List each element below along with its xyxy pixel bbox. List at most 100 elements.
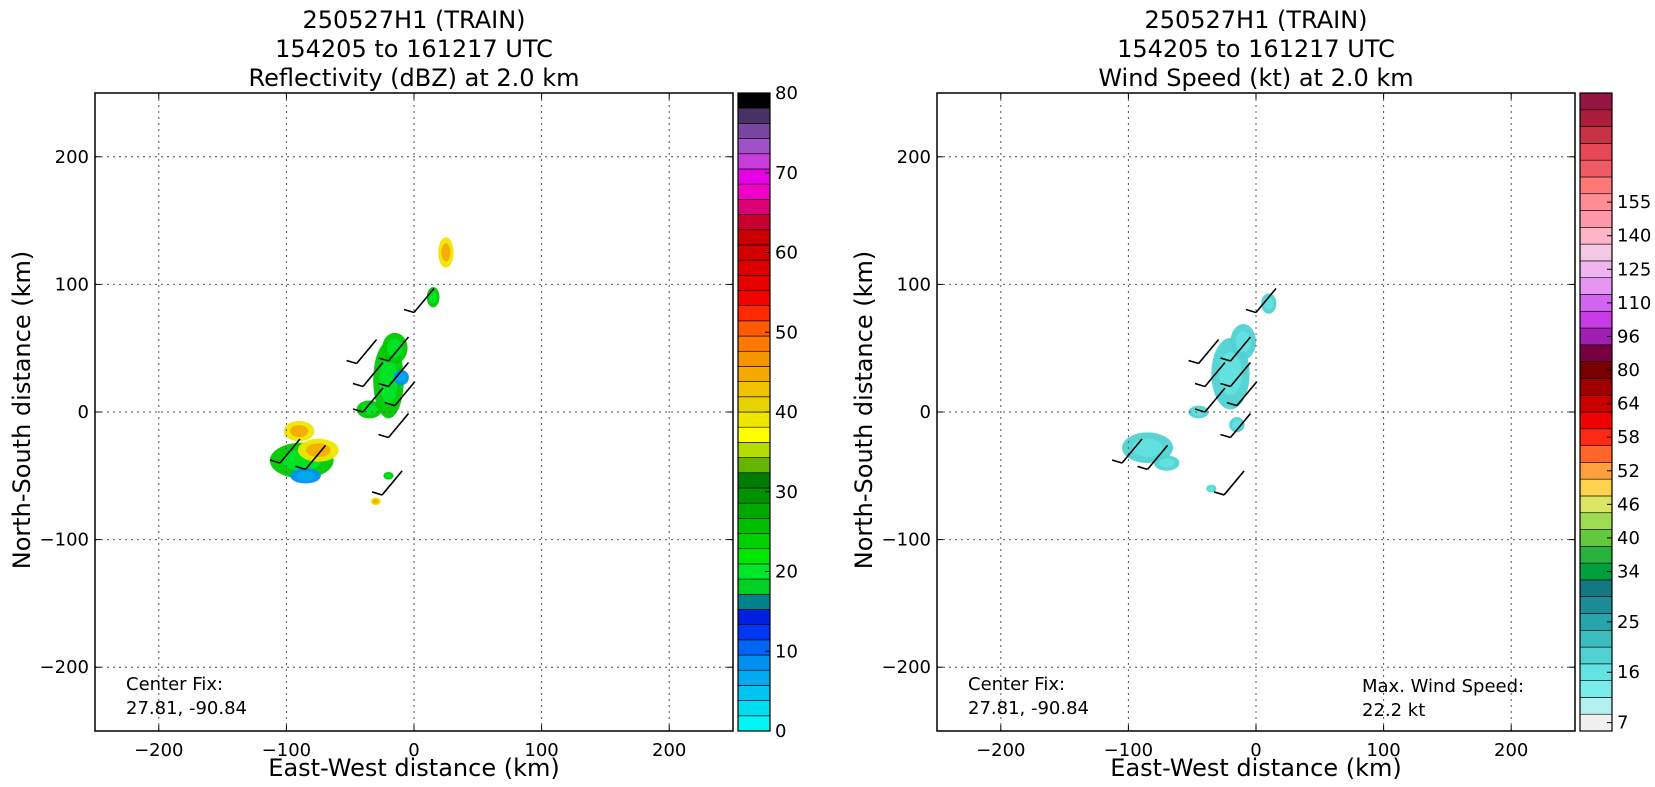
max-wind-label: Max. Wind Speed: <box>1362 676 1524 697</box>
colorbar-tick-label: 80 <box>1617 360 1640 381</box>
echo-core <box>1264 297 1274 310</box>
echo-core <box>387 339 403 358</box>
echo-layer <box>1122 293 1277 493</box>
colorbar-segment <box>1579 210 1613 228</box>
echo-core <box>1208 486 1215 491</box>
colorbar-tick-label: 20 <box>775 562 798 583</box>
echo-core <box>372 499 379 504</box>
echo-core <box>1192 408 1205 416</box>
y-tick-label: 200 <box>897 147 931 168</box>
colorbar-segment <box>737 548 771 565</box>
echo-core <box>1235 331 1251 353</box>
colorbar-segment <box>737 305 771 322</box>
x-tick-label: 100 <box>524 740 558 761</box>
wind-barb <box>346 338 378 365</box>
colorbar-segment <box>737 411 771 428</box>
center-fix-label: Center Fix: <box>126 674 223 695</box>
colorbar-segment <box>737 229 771 246</box>
wind-barb <box>371 470 403 496</box>
colorbar-tick-label: 0 <box>775 721 786 742</box>
echo-core <box>1132 438 1163 457</box>
colorbar-segment <box>1579 92 1613 111</box>
colorbar-segment <box>737 472 771 489</box>
colorbar-segment <box>737 290 771 306</box>
y-tick-label: 0 <box>78 402 89 423</box>
colorbar-segment <box>737 442 771 458</box>
colorbar-segment <box>1579 243 1613 262</box>
colorbar-segment <box>737 624 771 641</box>
colorbar-segment <box>1579 680 1613 698</box>
colorbar-segment <box>1579 411 1613 430</box>
x-tick-label: 100 <box>1366 740 1400 761</box>
colorbar-segment <box>737 123 771 139</box>
colorbar-segment <box>737 609 771 625</box>
wind-speed-colorbar: 7 16 25 34 40 46 52 58 64 80 96 110 125 140 155 <box>1579 92 1651 734</box>
colorbar-segment <box>737 669 771 686</box>
colorbar-tick-label: 60 <box>775 243 798 264</box>
x-tick-label: 0 <box>1250 740 1261 761</box>
colorbar-segment <box>1579 126 1613 144</box>
title-line-1: 250527H1 (TRAIN) <box>1144 6 1367 34</box>
colorbar-segment <box>737 92 771 109</box>
colorbar-tick-label: 46 <box>1617 494 1640 515</box>
echo-core <box>441 243 451 262</box>
wind-barb <box>352 387 384 413</box>
y-tick-label: −100 <box>882 530 931 551</box>
wind-barb <box>1245 287 1277 314</box>
colorbar-segment <box>737 593 771 610</box>
x-tick-label: 0 <box>408 740 419 761</box>
y-tick-label: −200 <box>882 657 931 678</box>
reflectivity-colorbar: 0 10 20 30 40 50 60 70 80 <box>737 83 798 742</box>
y-tick-label: −200 <box>40 657 89 678</box>
center-fix-label: Center Fix: <box>968 674 1065 695</box>
colorbar-segment <box>1579 697 1613 715</box>
colorbar-tick-label: 40 <box>775 402 798 423</box>
colorbar-tick-label: 10 <box>775 641 798 662</box>
y-tick-label: 100 <box>55 274 89 295</box>
colorbar-tick-label: 40 <box>1617 528 1640 549</box>
colorbar-segment <box>1579 176 1613 195</box>
colorbar-tick-label: 30 <box>775 482 798 503</box>
colorbar-segment <box>1579 109 1613 127</box>
colorbar-segment <box>1579 310 1613 329</box>
colorbar-tick-label: 52 <box>1617 461 1640 482</box>
plot-area: −200 −100 0 100 200 −200 −100 0 100 200 <box>882 92 1576 761</box>
colorbar-segment <box>737 518 771 534</box>
colorbar-segment <box>737 578 771 595</box>
max-wind-value: 22.2 kt <box>1362 700 1425 721</box>
echo-core <box>1159 458 1175 468</box>
colorbar-segment <box>737 654 771 671</box>
title-line-2: 154205 to 161217 UTC <box>275 35 553 63</box>
colorbar-segment <box>737 381 771 398</box>
colorbar-tick-label: 110 <box>1617 293 1651 314</box>
colorbar-segment <box>737 700 771 717</box>
y-tick-label: 200 <box>55 147 89 168</box>
wind-barb <box>269 438 301 464</box>
y-axis-label: North-South distance (km) <box>850 251 878 570</box>
x-tick-label: −100 <box>262 740 311 761</box>
colorbar-segment <box>1579 344 1613 362</box>
echo-core <box>396 372 406 383</box>
echo-core <box>379 357 398 404</box>
title-line-2: 154205 to 161217 UTC <box>1117 35 1395 63</box>
wind-barb <box>352 361 384 388</box>
colorbar-segment <box>1579 445 1613 463</box>
colorbar-tick-label: 34 <box>1617 562 1640 583</box>
wind-barb <box>1226 381 1258 407</box>
wind-barb <box>1220 336 1252 362</box>
center-fix-value: 27.81, -90.84 <box>126 698 247 719</box>
colorbar-segment <box>737 457 771 474</box>
wind-barb <box>384 381 416 407</box>
echo-core <box>429 291 437 304</box>
title-line-3: Reflectivity (dBZ) at 2.0 km <box>249 64 580 92</box>
colorbar-segment <box>1579 512 1613 530</box>
colorbar-segment <box>1579 143 1613 161</box>
x-tick-label: −200 <box>976 740 1025 761</box>
echo-core <box>289 425 309 438</box>
colorbar-tick-label: 7 <box>1617 713 1628 734</box>
wind-barb <box>1111 438 1143 464</box>
colorbar-segment <box>737 366 771 382</box>
colorbar-segment <box>737 153 771 170</box>
colorbar-segment <box>1579 646 1613 665</box>
wind-barb <box>403 287 435 314</box>
